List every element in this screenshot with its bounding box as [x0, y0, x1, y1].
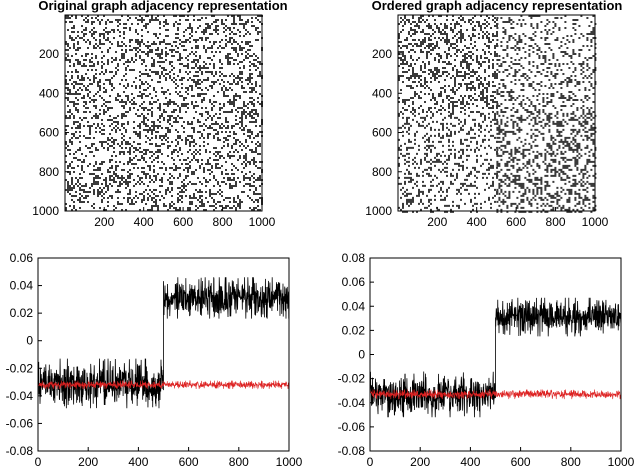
- y-tick-label: 400: [39, 86, 59, 100]
- y-tick-label: -0.08: [6, 444, 34, 458]
- y-tick-label: 1000: [365, 204, 392, 218]
- x-tick-label: 400: [128, 455, 148, 469]
- x-tick-label: 800: [229, 455, 249, 469]
- vector-plot-left-panel: 0 200 400 600 800 1000 -0.08 -0.06 -0.04 -0.02 0 0.…: [6, 251, 303, 469]
- y-tick-label: -0.06: [6, 416, 34, 430]
- adjacency-ordered-ticks: 200 400 600 800 1000 200 400 600 800 1000: [365, 47, 608, 229]
- series-line-1: [369, 389, 622, 400]
- series-line-0: [369, 297, 622, 418]
- y-tick-label: 200: [39, 47, 59, 61]
- x-tick-label: 200: [78, 455, 98, 469]
- x-tick-label: 1000: [608, 455, 635, 469]
- adjacency-ordered-cells: [398, 15, 597, 213]
- vector-plot-left-frame: [37, 257, 290, 452]
- vector-plot-left-ticks: 0 200 400 600 800 1000 -0.08 -0.06 -0.04 -0.02 0 0.…: [6, 251, 303, 469]
- heatmap-block-2: [398, 112, 498, 213]
- adjacency-ordered-title: Ordered graph adjacency representation: [372, 0, 623, 13]
- y-tick-label: 0.02: [10, 306, 34, 320]
- x-tick-label: 1000: [249, 215, 276, 229]
- adjacency-original-panel: Original graph adjacency representation …: [32, 0, 287, 229]
- y-tick-label: 0.02: [342, 323, 366, 337]
- adjacency-ordered-frame: [397, 14, 596, 212]
- x-tick-label: 200: [410, 455, 430, 469]
- y-tick-label: 1000: [32, 204, 59, 218]
- y-tick-label: -0.08: [338, 444, 366, 458]
- y-tick-label: 0: [26, 334, 33, 348]
- y-tick-label: -0.06: [338, 420, 366, 434]
- x-tick-label: 600: [173, 215, 193, 229]
- adjacency-original-ticks: 200 400 600 800 1000 200 400 600 800 1000: [32, 47, 275, 229]
- heatmap-block-3: [496, 112, 597, 213]
- y-tick-label: 0.06: [342, 275, 366, 289]
- x-tick-label: 0: [367, 455, 374, 469]
- vector-plot-right-panel: 0 200 400 600 800 1000 -0.08 -0.06 -0.04 -0.02 0 0.…: [338, 251, 635, 469]
- x-tick-label: 600: [179, 455, 199, 469]
- y-tick-label: 400: [372, 86, 392, 100]
- heatmap-block-0: [398, 15, 498, 113]
- adjacency-original-title: Original graph adjacency representation: [38, 0, 287, 13]
- x-tick-label: 800: [561, 455, 581, 469]
- y-tick-label: -0.04: [338, 396, 366, 410]
- y-tick-label: 600: [39, 126, 59, 140]
- vector-plot-right-ticks: 0 200 400 600 800 1000 -0.08 -0.06 -0.04 -0.02 0 0.…: [338, 251, 635, 469]
- x-tick-label: 400: [467, 215, 487, 229]
- y-tick-label: -0.02: [338, 372, 366, 386]
- y-tick-label: -0.02: [6, 361, 34, 375]
- y-tick-label: 600: [372, 126, 392, 140]
- y-tick-label: -0.04: [6, 389, 34, 403]
- y-tick-label: 200: [372, 47, 392, 61]
- vector-plot-left-lines: [37, 277, 290, 409]
- x-tick-label: 200: [427, 215, 447, 229]
- heatmap-block-1: [496, 15, 597, 113]
- x-tick-label: 800: [213, 215, 233, 229]
- series-line-1: [37, 380, 290, 390]
- y-tick-label: 800: [372, 165, 392, 179]
- x-tick-label: 400: [460, 455, 480, 469]
- adjacency-original-cells: [65, 15, 263, 211]
- x-tick-label: 1000: [276, 455, 303, 469]
- adjacency-original-frame: [64, 14, 263, 212]
- vector-plot-right-lines: [369, 297, 622, 418]
- y-tick-label: 0.08: [342, 251, 366, 265]
- y-tick-label: 0.04: [10, 279, 34, 293]
- y-tick-label: 0: [358, 348, 365, 362]
- x-tick-label: 600: [511, 455, 531, 469]
- x-tick-label: 600: [506, 215, 526, 229]
- y-tick-label: 0.04: [342, 299, 366, 313]
- y-tick-label: 800: [39, 165, 59, 179]
- x-tick-label: 800: [546, 215, 566, 229]
- heatmap-block-0: [65, 15, 263, 211]
- adjacency-ordered-panel: Ordered graph adjacency representation 2…: [365, 0, 622, 229]
- y-tick-label: 0.06: [10, 251, 34, 265]
- x-tick-label: 400: [134, 215, 154, 229]
- x-tick-label: 1000: [582, 215, 609, 229]
- series-line-0: [37, 277, 290, 409]
- x-tick-label: 200: [94, 215, 114, 229]
- x-tick-label: 0: [35, 455, 42, 469]
